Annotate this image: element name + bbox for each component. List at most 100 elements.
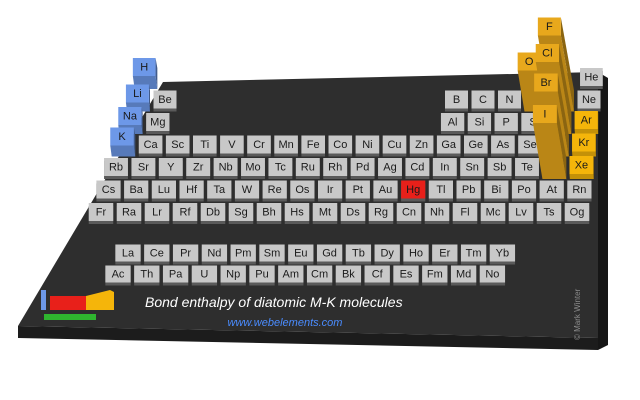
element-symbol: Lr bbox=[152, 207, 162, 219]
element-symbol: Ru bbox=[301, 162, 315, 174]
element-symbol: Th bbox=[140, 269, 153, 281]
icon-block bbox=[50, 296, 86, 310]
board-side bbox=[598, 72, 608, 350]
element-symbol: Zr bbox=[193, 162, 204, 174]
tile bbox=[373, 180, 398, 199]
tile bbox=[125, 84, 149, 103]
tile bbox=[172, 203, 198, 221]
element-symbol: No bbox=[485, 269, 499, 281]
tile bbox=[151, 180, 176, 199]
tile bbox=[179, 180, 204, 199]
tile bbox=[220, 135, 244, 154]
tile bbox=[432, 158, 457, 176]
legend-icon bbox=[41, 290, 114, 320]
chart-title: Bond enthalpy of diatomic M-K molecules bbox=[145, 294, 403, 310]
tile bbox=[306, 265, 333, 283]
element-symbol: Hg bbox=[406, 184, 420, 196]
element-symbol: Kr bbox=[578, 137, 589, 149]
tile bbox=[393, 265, 419, 283]
tile bbox=[268, 158, 293, 176]
element-symbol: Ce bbox=[150, 248, 164, 260]
element-symbol: Np bbox=[226, 269, 240, 281]
bar bbox=[574, 129, 599, 134]
element-symbol: Bh bbox=[262, 207, 275, 219]
element-symbol: Au bbox=[379, 184, 392, 196]
tile bbox=[134, 265, 160, 283]
element-symbol: He bbox=[584, 72, 598, 84]
tile bbox=[249, 265, 275, 283]
tile bbox=[200, 203, 226, 221]
tile bbox=[132, 58, 156, 76]
credit: www.webelements.com bbox=[228, 317, 343, 329]
tile bbox=[138, 135, 163, 154]
tile bbox=[422, 265, 448, 283]
element-symbol: Ni bbox=[362, 139, 372, 151]
tile bbox=[396, 203, 422, 221]
element-symbol: Mc bbox=[486, 207, 501, 219]
element-symbol: Pb bbox=[462, 184, 475, 196]
element-symbol: Ir bbox=[327, 184, 334, 196]
tile bbox=[234, 180, 260, 199]
tile bbox=[537, 17, 561, 36]
element-symbol: Cd bbox=[410, 162, 424, 174]
element-symbol: La bbox=[122, 248, 135, 260]
element-symbol: Rg bbox=[374, 207, 388, 219]
tile bbox=[471, 90, 495, 109]
bar bbox=[110, 145, 136, 157]
element-symbol: Cu bbox=[387, 139, 401, 151]
tile bbox=[489, 244, 516, 262]
tile bbox=[274, 135, 298, 154]
tile bbox=[345, 244, 372, 262]
tiles: HeHNeFONCBBeLiArClSPSiAlMgNaKrBrSeAsGeGa… bbox=[88, 17, 603, 286]
tile bbox=[228, 203, 254, 221]
element-symbol: Po bbox=[517, 184, 530, 196]
element-symbol: Bi bbox=[491, 184, 501, 196]
tile bbox=[312, 203, 338, 221]
bar-side bbox=[556, 105, 567, 179]
element-symbol: Fm bbox=[427, 269, 443, 281]
tile bbox=[517, 52, 541, 71]
tile bbox=[201, 244, 228, 262]
element-symbol: In bbox=[440, 162, 449, 174]
bar bbox=[532, 123, 567, 179]
element-symbol: Cf bbox=[372, 269, 384, 281]
element-symbol: Ba bbox=[129, 184, 143, 196]
element-symbol: W bbox=[242, 184, 253, 196]
tile bbox=[511, 180, 537, 199]
element-symbol: As bbox=[496, 139, 509, 151]
element-symbol: Tc bbox=[275, 162, 287, 174]
tile bbox=[382, 135, 407, 154]
element-symbol: Ho bbox=[409, 248, 423, 260]
element-symbol: Ra bbox=[122, 207, 137, 219]
tile bbox=[440, 113, 465, 131]
element-symbol: Ga bbox=[441, 139, 457, 151]
tile bbox=[491, 135, 515, 154]
icon-block bbox=[44, 314, 96, 320]
tile bbox=[328, 135, 353, 154]
element-symbol: Sm bbox=[264, 248, 281, 260]
tile bbox=[105, 265, 131, 283]
element-symbol: Bk bbox=[342, 269, 355, 281]
element-symbol: Zn bbox=[415, 139, 428, 151]
element-symbol: Fe bbox=[307, 139, 320, 151]
element-symbol: Re bbox=[268, 184, 282, 196]
tile bbox=[110, 127, 134, 146]
tile bbox=[144, 203, 170, 221]
bar-side bbox=[148, 84, 150, 112]
tile bbox=[536, 203, 562, 221]
element-symbol: Sb bbox=[493, 162, 506, 174]
element-symbol: Lv bbox=[515, 207, 527, 219]
bar-side bbox=[559, 44, 572, 134]
tile bbox=[460, 244, 487, 262]
tile bbox=[241, 158, 265, 176]
element-symbol: Mg bbox=[150, 117, 165, 129]
tile bbox=[368, 203, 394, 221]
tile bbox=[186, 158, 211, 176]
element-symbol: O bbox=[525, 56, 534, 68]
element-symbol: Cs bbox=[102, 184, 116, 196]
element-symbol: C bbox=[479, 94, 487, 106]
tile bbox=[350, 158, 375, 176]
tile bbox=[118, 107, 142, 125]
tile bbox=[487, 158, 512, 176]
element-symbol: V bbox=[228, 139, 236, 151]
